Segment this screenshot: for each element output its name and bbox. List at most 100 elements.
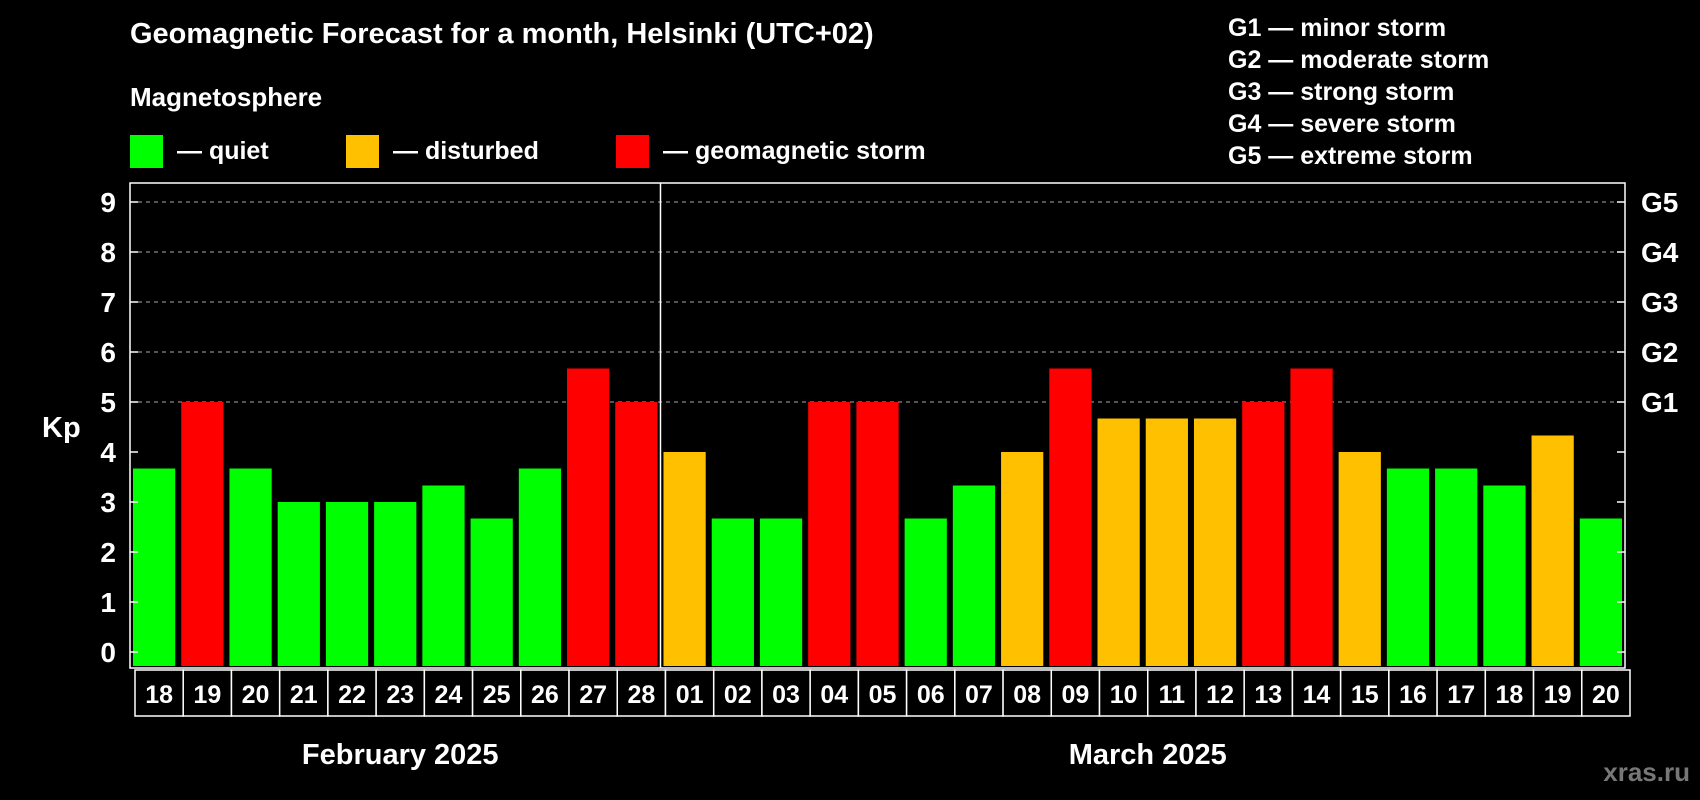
right-tick-label-g2: G2 [1641,337,1678,368]
bar-10 [615,402,658,666]
y-tick-label-6: 6 [100,337,116,368]
bar-24 [1290,368,1333,666]
bar-0 [133,468,176,666]
day-box-21 [1146,669,1197,717]
month-label-1: March 2025 [1069,739,1227,771]
bar-3 [277,502,320,666]
y-tick-label-7: 7 [100,287,116,318]
day-box-0 [134,669,184,717]
chart-title: Geomagnetic Forecast for a month, Helsin… [130,18,874,50]
day-box-28 [1484,669,1535,717]
day-label-23: 13 [1254,681,1282,709]
y-tick-label-3: 3 [100,487,116,518]
bar-12 [711,518,754,666]
y-tick-label-2: 2 [100,537,116,568]
day-label-17: 07 [965,681,993,709]
right-tick-label-g1: G1 [1641,387,1678,418]
day-box-7 [471,669,522,717]
day-label-15: 05 [869,681,897,709]
day-label-14: 04 [820,681,848,709]
day-box-26 [1388,669,1438,717]
bar-18 [1001,452,1044,666]
y-tick-label-5: 5 [100,387,116,418]
y-tick-label-1: 1 [100,587,116,618]
bar-4 [325,502,369,666]
legend-label-storm: — geomagnetic storm [663,136,926,165]
legend-heading: Magnetosphere [130,82,323,112]
day-label-30: 20 [1592,681,1620,709]
bar-8 [518,468,562,666]
day-box-30 [1581,669,1631,717]
day-box-9 [568,669,619,717]
day-label-12: 02 [724,681,752,709]
bar-14 [808,402,851,666]
bar-25 [1338,452,1381,666]
day-label-0: 18 [145,681,173,709]
legend-item-disturbed: — disturbed [346,134,539,168]
day-label-19: 09 [1061,681,1089,709]
bar-19 [1049,368,1092,666]
day-label-4: 22 [338,681,366,709]
day-label-1: 19 [193,681,221,709]
day-box-6 [423,669,474,717]
day-label-27: 17 [1447,681,1475,709]
bar-1 [181,402,224,666]
right-tick-label-g5: G5 [1641,187,1678,218]
day-box-2 [230,669,281,717]
legend-swatch-storm [616,134,649,168]
y-tick-label-4: 4 [100,437,116,468]
g-scale-legend: G1 — minor storm G2 — moderate storm G3 … [1228,12,1489,172]
bar-11 [663,452,706,666]
bar-5 [374,502,417,666]
g-scale-g3: G3 — strong storm [1228,78,1455,106]
bar-16 [904,518,947,666]
bar-2 [229,468,272,666]
day-label-20: 10 [1110,681,1138,709]
day-box-20 [1098,669,1149,717]
day-box-10 [616,669,667,717]
day-label-2: 20 [242,681,270,709]
day-label-21: 11 [1159,681,1186,709]
legend-label-disturbed: — disturbed [393,136,539,165]
day-box-24 [1291,669,1342,717]
bar-27 [1435,468,1478,666]
day-box-11 [664,669,715,717]
y-tick-label-0: 0 [100,637,116,668]
right-tick-label-g4: G4 [1641,237,1679,268]
day-label-10: 28 [627,681,655,709]
legend-label-quiet: — quiet [177,136,269,165]
day-box-4 [327,669,377,717]
day-box-1 [182,669,233,717]
bar-29 [1531,435,1574,666]
legend-swatch-quiet [130,134,163,168]
day-label-22: 12 [1206,681,1234,709]
bar-23 [1242,402,1285,666]
day-label-16: 06 [917,681,945,709]
legend-item-storm: — geomagnetic storm [616,134,926,168]
bar-26 [1386,468,1430,666]
legend-item-quiet: — quiet [130,134,269,168]
day-box-3 [278,669,329,717]
right-tick-label-g3: G3 [1641,287,1678,318]
g-scale-g4: G4 — severe storm [1228,110,1456,138]
bar-7 [470,518,513,666]
day-box-25 [1339,669,1390,717]
day-label-9: 27 [579,681,607,709]
day-label-8: 26 [531,681,559,709]
day-label-13: 03 [772,681,800,709]
day-box-12 [712,669,763,717]
g-scale-g2: G2 — moderate storm [1228,46,1490,74]
day-label-7: 25 [483,681,511,709]
bar-17 [952,485,996,666]
bar-28 [1483,485,1526,666]
month-label-0: February 2025 [302,739,499,771]
day-box-16 [905,669,956,717]
plot-frame [129,182,1626,669]
bar-21 [1145,418,1188,666]
bar-22 [1193,418,1237,666]
day-label-28: 18 [1496,681,1524,709]
day-label-25: 15 [1351,681,1379,709]
bar-30 [1579,518,1622,666]
day-label-24: 14 [1303,681,1331,709]
